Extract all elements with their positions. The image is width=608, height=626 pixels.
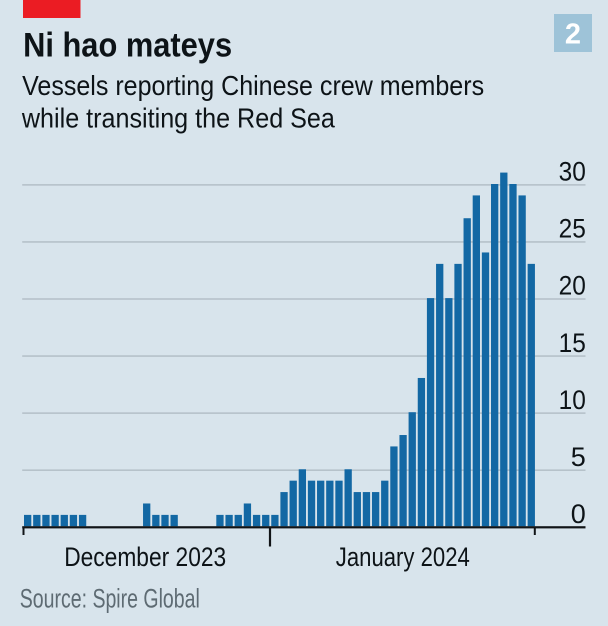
svg-text:December 2023: December 2023 [64, 542, 226, 572]
svg-text:0: 0 [571, 499, 586, 529]
svg-text:15: 15 [559, 328, 586, 358]
svg-text:5: 5 [571, 442, 586, 472]
svg-text:while transiting the Red Sea: while transiting the Red Sea [21, 102, 335, 133]
svg-text:Source: Spire Global: Source: Spire Global [20, 584, 200, 614]
svg-text:Ni hao mateys: Ni hao mateys [23, 27, 232, 65]
svg-text:10: 10 [559, 385, 586, 415]
svg-text:Vessels reporting Chinese crew: Vessels reporting Chinese crew members [22, 70, 484, 101]
svg-text:25: 25 [559, 214, 586, 244]
svg-text:2: 2 [565, 19, 581, 51]
svg-text:20: 20 [559, 271, 586, 301]
svg-text:30: 30 [559, 157, 586, 187]
svg-text:January 2024: January 2024 [336, 542, 470, 572]
